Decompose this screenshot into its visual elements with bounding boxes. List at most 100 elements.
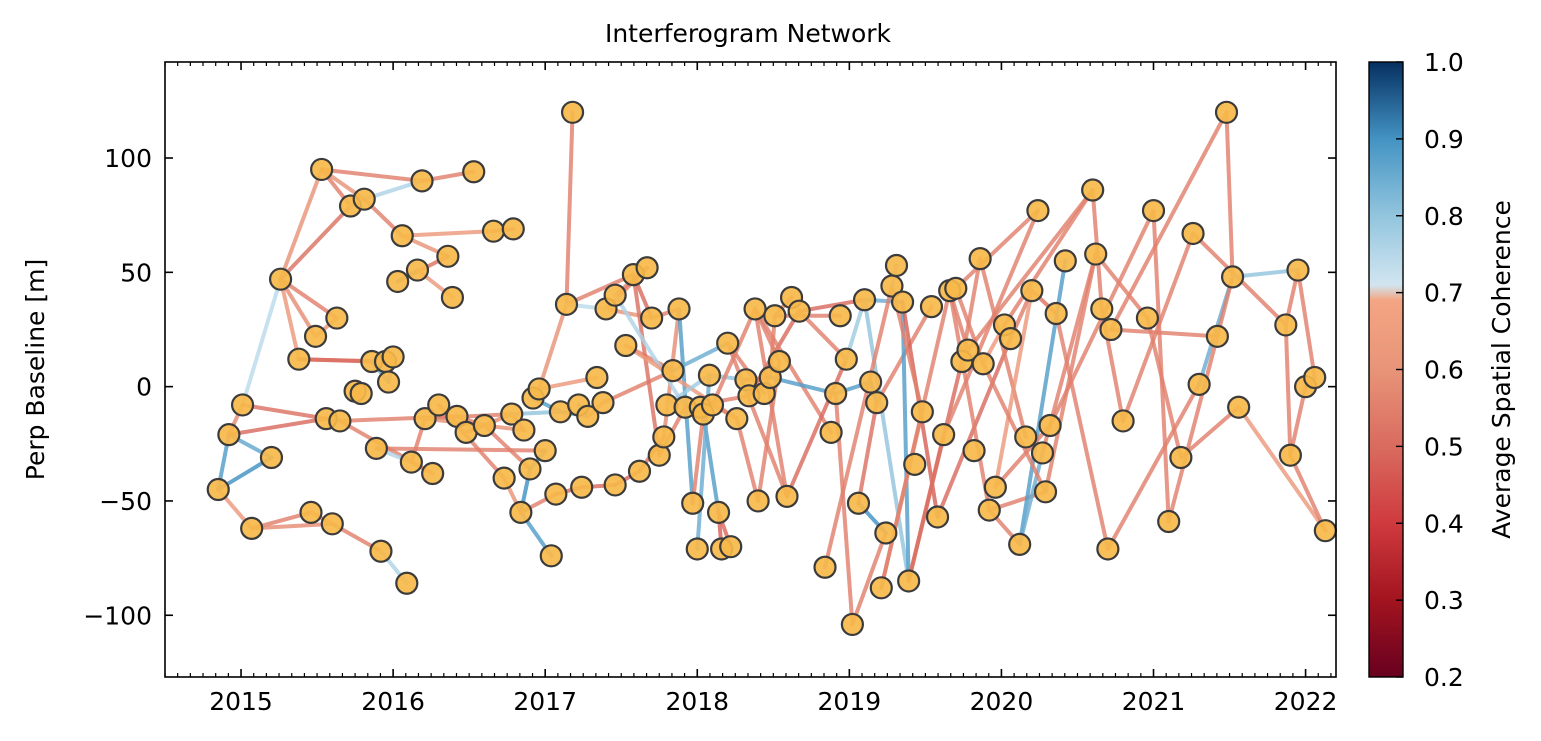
acquisition-point: [320, 512, 344, 536]
acquisition-point: [230, 393, 255, 417]
acquisition-point: [962, 439, 986, 463]
acquisition-point: [1141, 199, 1166, 223]
acquisition-point: [381, 345, 405, 369]
network-edge: [1108, 327, 1220, 339]
acquisition-point: [386, 269, 410, 294]
network-edge: [1166, 334, 1220, 524]
acquisition-point: [539, 544, 563, 568]
acquisition-point: [685, 537, 709, 561]
acquisition-point: [869, 576, 893, 600]
network-edge: [906, 359, 964, 583]
acquisition-point: [1053, 249, 1077, 273]
acquisition-point: [819, 420, 843, 444]
acquisition-point: [390, 224, 414, 248]
x-tick-label: 2022: [1274, 687, 1338, 716]
colorbar-tick-label: 0.4: [1424, 509, 1464, 538]
acquisition-point: [1303, 365, 1327, 390]
colorbar-tick-label: 0.9: [1424, 125, 1464, 154]
acquisition-point: [1286, 258, 1310, 282]
acquisition-point: [1181, 221, 1205, 246]
network-edge: [564, 272, 636, 307]
x-tick-label: 2018: [665, 687, 729, 716]
network-edge: [734, 416, 761, 503]
acquisition-point: [635, 256, 659, 280]
acquisition-point: [268, 267, 293, 291]
network-edge: [240, 402, 329, 421]
acquisition-point: [421, 461, 445, 486]
colorbar-tick-label: 0.3: [1424, 586, 1464, 615]
acquisition-point: [410, 169, 434, 193]
acquisition-point: [775, 484, 799, 508]
acquisition-point: [1044, 301, 1068, 326]
acquisition-point: [427, 393, 451, 417]
network-edge: [993, 288, 1034, 490]
network-edge: [537, 302, 569, 391]
acquisition-point: [652, 425, 676, 449]
network-edge: [823, 284, 894, 570]
acquisition-point: [1020, 279, 1044, 303]
acquisition-point: [910, 400, 934, 424]
network-edge: [374, 446, 548, 453]
acquisition-point: [440, 285, 465, 310]
acquisition-point: [1313, 519, 1337, 543]
acquisition-point: [971, 352, 995, 376]
y-axis: −100 −50 0 50 100: [83, 144, 1336, 630]
network-edge: [600, 368, 675, 405]
acquisition-point: [834, 347, 858, 371]
acquisition-point: [1026, 199, 1050, 223]
acquisition-point: [1099, 317, 1123, 342]
acquisition-point: [944, 276, 968, 300]
acquisition-point: [492, 466, 516, 490]
x-tick-label: 2016: [361, 687, 425, 716]
acquisition-point: [591, 391, 615, 415]
acquisition-point: [661, 359, 685, 383]
network-edge: [1108, 110, 1229, 332]
network-edge: [278, 167, 324, 282]
acquisition-point: [395, 571, 419, 595]
network-edge: [1295, 268, 1317, 380]
acquisition-point: [206, 477, 230, 502]
network-edge: [1054, 311, 1110, 551]
acquisition-point: [1038, 413, 1062, 438]
colorbar-title: Average Spatial Coherence: [1487, 200, 1516, 539]
acquisition-point: [846, 491, 871, 515]
network-edge: [1093, 252, 1150, 321]
acquisition-point: [527, 377, 551, 401]
network-edge: [900, 300, 911, 583]
acquisition-point: [1205, 324, 1229, 348]
acquisition-point: [743, 297, 767, 321]
network-edge: [319, 167, 425, 183]
acquisition-point: [325, 306, 349, 330]
acquisition-point: [509, 500, 533, 524]
colorbar-ticks: 0.2 0.3 0.4 0.5 0.6 0.7 0.8 0.9 1.0: [1396, 48, 1464, 692]
acquisition-point: [217, 423, 241, 447]
acquisition-point: [585, 365, 609, 390]
plot-area: 2015 2016 2017 2018 2019 2020 2021 2022 −100 −50…: [83, 61, 1338, 716]
network-edge: [613, 293, 688, 410]
acquisition-point: [852, 288, 877, 312]
acquisition-point: [436, 244, 460, 268]
acquisition-point: [240, 516, 264, 540]
acquisition-point: [299, 500, 323, 524]
x-tick-label: 2019: [818, 687, 882, 716]
acquisition-point: [364, 436, 388, 460]
acquisition-point: [310, 157, 334, 182]
acquisition-point: [1008, 532, 1032, 556]
acquisition-point: [681, 491, 705, 515]
acquisition-point: [614, 333, 638, 358]
network-edge: [725, 341, 789, 499]
y-tick-label: 100: [104, 144, 152, 173]
acquisition-point: [576, 404, 600, 428]
network-edge: [993, 423, 1053, 490]
network-edge: [226, 416, 329, 437]
network-edge: [1121, 231, 1196, 423]
acquisition-point: [399, 450, 423, 474]
acquisition-point: [1030, 441, 1055, 465]
acquisition-point: [925, 505, 950, 529]
network-edge: [249, 521, 335, 531]
acquisition-point: [500, 402, 524, 426]
network-edge: [1002, 188, 1095, 327]
acquisition-point: [512, 418, 536, 442]
network-edge: [965, 188, 1095, 353]
